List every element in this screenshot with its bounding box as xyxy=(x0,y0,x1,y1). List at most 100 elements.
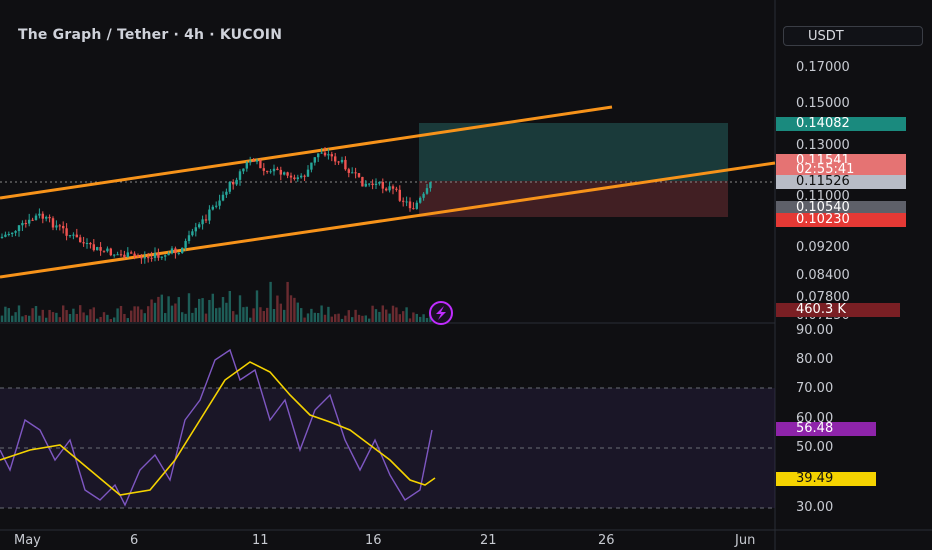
volume-bar xyxy=(38,315,41,322)
rsi-tick: 30.00 xyxy=(796,500,834,515)
candle-body xyxy=(279,169,282,175)
candle-body xyxy=(272,168,276,172)
candle-body xyxy=(113,254,116,256)
volume-bar xyxy=(215,308,218,322)
price-tick: 0.07800 xyxy=(796,290,850,305)
position-profit-zone[interactable] xyxy=(419,123,728,181)
entry-price-badge: 0.10540 xyxy=(776,201,906,215)
volume-bar xyxy=(235,314,238,322)
volume-bar xyxy=(320,305,323,322)
volume-bar xyxy=(425,318,429,322)
candle-body xyxy=(198,224,201,228)
currency-selector[interactable]: USDT xyxy=(783,26,923,46)
volume-bar xyxy=(4,306,7,322)
candle-body xyxy=(269,171,272,173)
time-tick: 11 xyxy=(252,533,269,548)
candle-body xyxy=(238,171,242,180)
price-tick: 0.17000 xyxy=(796,60,850,75)
volume-bar xyxy=(385,309,388,322)
candle-body xyxy=(320,152,323,154)
candle-body xyxy=(313,157,316,163)
candle-body xyxy=(385,188,388,191)
volume-bar xyxy=(415,313,418,322)
candle-body xyxy=(109,248,112,256)
volume-bar xyxy=(242,307,245,322)
time-tick: 16 xyxy=(365,533,382,548)
volume-bar xyxy=(405,307,408,322)
candle-body xyxy=(330,154,333,157)
candle-body xyxy=(344,159,347,170)
volume-bar xyxy=(310,308,313,322)
candle-body xyxy=(429,182,432,189)
volume-bar xyxy=(174,303,177,322)
volume-bar xyxy=(354,309,357,322)
volume-bar xyxy=(368,318,371,322)
volume-bar xyxy=(313,312,316,322)
time-tick: May xyxy=(14,533,41,548)
lightning-icon[interactable] xyxy=(429,301,453,325)
volume-bar xyxy=(72,308,75,322)
volume-bar xyxy=(402,311,405,322)
channel-upper-line[interactable] xyxy=(0,105,613,200)
candle-body xyxy=(65,228,68,236)
volume-bar xyxy=(153,302,157,322)
candle-body xyxy=(14,231,17,233)
position-loss-zone[interactable] xyxy=(419,181,728,217)
volume-bar xyxy=(300,308,303,322)
candle-body xyxy=(310,162,313,170)
candle-body xyxy=(164,255,167,257)
candle-body xyxy=(215,205,218,207)
volume-bar xyxy=(143,313,146,322)
candle-body xyxy=(412,208,415,210)
volume-bar xyxy=(276,295,279,322)
candle-body xyxy=(398,189,401,201)
candle-body xyxy=(334,156,337,162)
volume-bar xyxy=(147,306,150,322)
volume-bar xyxy=(184,313,187,322)
candle-body xyxy=(201,219,204,225)
candle-body xyxy=(245,162,248,169)
rsi-ma-line xyxy=(0,361,436,496)
candle-body xyxy=(395,188,398,190)
volume-bar xyxy=(170,305,174,322)
volume-bar xyxy=(136,306,140,322)
candle-body xyxy=(228,181,231,192)
candle-body xyxy=(187,235,191,242)
candle-body xyxy=(293,177,296,180)
candle-body xyxy=(11,232,14,235)
candle-body xyxy=(204,219,208,221)
candle-body xyxy=(364,183,367,187)
candle-body xyxy=(68,235,72,237)
candle-body xyxy=(92,244,95,251)
rsi-value-badge: 56.48 xyxy=(776,422,876,436)
candle-body xyxy=(126,252,129,258)
volume-bar xyxy=(391,305,395,322)
candle-body xyxy=(82,242,85,244)
volume-bar xyxy=(123,313,126,322)
candle-body xyxy=(347,169,350,173)
channel-lower-line[interactable] xyxy=(0,161,776,279)
candle-body xyxy=(96,247,99,251)
volume-bar xyxy=(378,311,381,322)
candle-body xyxy=(340,159,344,163)
candle-body xyxy=(17,225,21,232)
volume-bar xyxy=(293,297,296,322)
candle-body xyxy=(174,248,177,254)
volume-bars xyxy=(0,281,432,322)
candle-body xyxy=(283,172,286,175)
candle-body xyxy=(381,181,384,189)
volume-bar xyxy=(381,305,384,322)
volume-bar xyxy=(181,312,184,322)
volume-bar xyxy=(228,291,231,322)
candle-body xyxy=(252,160,255,162)
volume-bar xyxy=(45,317,48,322)
volume-bar xyxy=(303,317,306,322)
candle-body xyxy=(218,200,221,206)
volume-bar xyxy=(334,314,337,322)
volume-bar xyxy=(198,298,201,322)
volume-bar xyxy=(157,296,160,322)
countdown-badge: 02:55:41 xyxy=(776,163,906,177)
volume-bar xyxy=(177,297,180,322)
